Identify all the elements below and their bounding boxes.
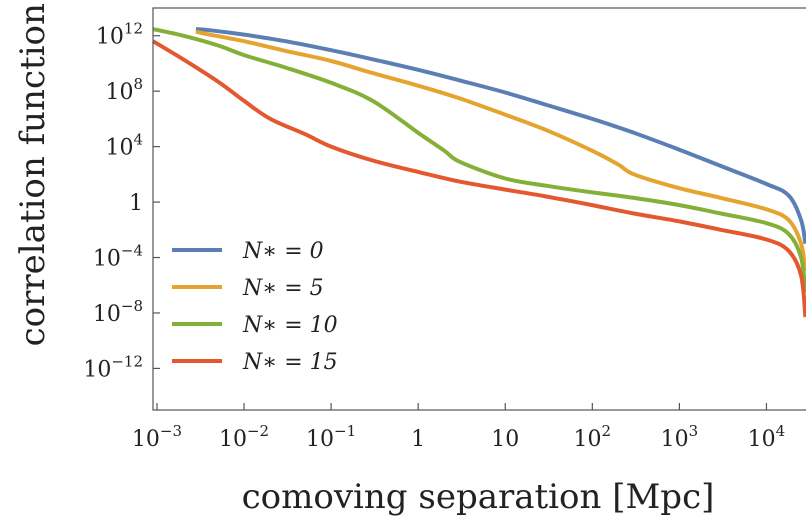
legend: N∗ = 0 N∗ = 5 N∗ = 10 N∗ = 15: [172, 239, 338, 375]
y-axis-title: correlation function ξ: [13, 0, 53, 346]
x-tick-label: 102: [574, 422, 612, 452]
y-tick-label: 10−12: [83, 352, 143, 382]
x-tick-label: 10−2: [219, 422, 269, 452]
y-ticks-group: 1012 108 104 1 10−4 10−8 10−12: [83, 20, 160, 382]
y-tick-label: 104: [105, 131, 143, 161]
legend-label: N∗ = 10: [242, 313, 338, 338]
legend-label: N∗ = 15: [242, 350, 338, 375]
series-line: [151, 39, 806, 318]
x-tick-label: 10−1: [306, 422, 356, 452]
y-tick-label: 108: [105, 75, 143, 105]
legend-label: N∗ = 5: [242, 276, 324, 301]
plot-frame: [152, 7, 806, 411]
series-line: [152, 27, 806, 293]
x-tick-label: 104: [748, 422, 786, 452]
series-line: [195, 27, 806, 245]
series-line: [195, 29, 806, 272]
x-ticks-group: 10−3 10−2 10−1 1 10 102 103 104: [132, 403, 785, 452]
x-tick-label: 10−3: [132, 422, 182, 452]
series-group: [151, 27, 806, 318]
x-tick-label: 10: [491, 427, 519, 452]
y-tick-label: 1012: [96, 20, 143, 50]
legend-label: N∗ = 0: [242, 239, 324, 264]
y-tick-label: 10−8: [93, 297, 143, 327]
y-tick-label: 10−4: [93, 242, 143, 272]
x-tick-label: 1: [411, 427, 425, 452]
y-tick-label: 1: [129, 191, 143, 216]
x-tick-label: 103: [661, 422, 699, 452]
x-axis-title: comoving separation [Mpc]: [242, 477, 715, 517]
